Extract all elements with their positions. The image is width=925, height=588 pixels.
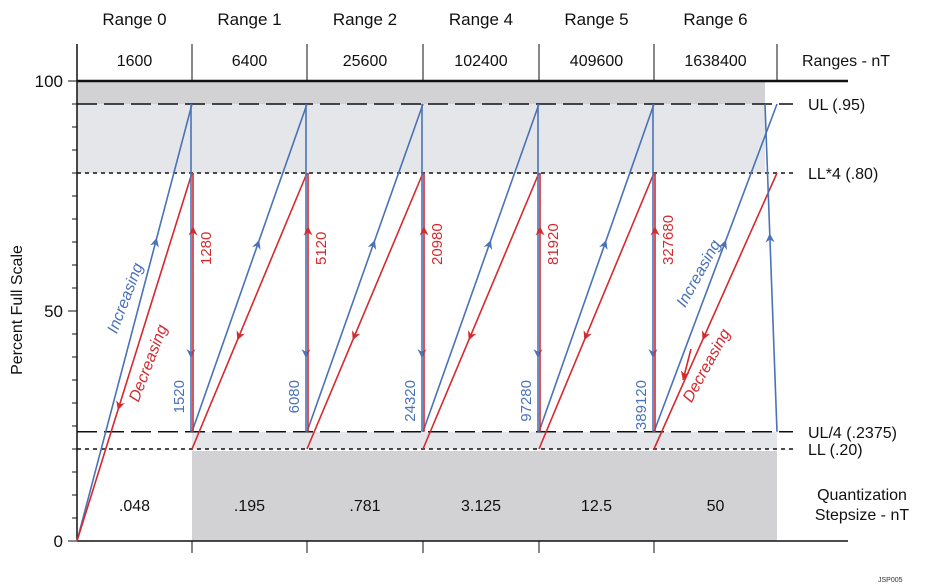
decreasing-trace-range-3 [422,172,540,450]
switch-up-value: 81920 [545,223,562,265]
increasing-trace-range-5 [653,103,778,433]
range-name: Range 1 [217,10,281,29]
increasing-arrow-range-4 [599,239,608,250]
stepsize-value: 3.125 [461,498,501,515]
range-header: Range 0 1600 Range 1 6400 Range 2 25600 Range … [77,10,890,83]
switch-down-value: 24320 [402,380,419,422]
stepsize-value: 50 [707,498,725,515]
shaded-bands [77,81,777,541]
threshold-label-ul4: UL/4 (.2375) [808,425,897,442]
top-dark-band [77,81,765,104]
decreasing-trace-range-2 [306,172,424,450]
range-full-scale: 6400 [232,53,268,70]
range-full-scale: 409600 [570,53,623,70]
range-full-scale: 25600 [343,53,388,70]
range-full-scale: 1600 [117,53,153,70]
switch-down-value: 389120 [633,380,650,430]
bottom-dark-band [192,451,777,541]
stepsize-value: .195 [234,498,265,515]
switch-down-value: 97280 [518,380,535,422]
lower-light-band [192,431,777,449]
increasing-trace-range-4 [538,103,655,433]
increasing-trace-range-1 [191,103,308,433]
y-tick-label: 100 [35,72,63,91]
increasing-arrow-range-2 [367,239,377,250]
increasing-trace-range-3 [422,103,540,433]
y-axis-title: Percent Full Scale [9,245,26,375]
decreasing-arrow-range-0 [116,400,125,411]
decreasing-arrow-range-2 [352,330,361,341]
threshold-label-ul: UL (.95) [808,97,865,114]
switch-down-value: 1520 [171,380,188,413]
range-name: Range 5 [564,10,628,29]
decreasing-arrow-range-4 [583,330,592,341]
switch-down-value: 6080 [286,380,303,413]
threshold-label-ll4: LL*4 (.80) [808,166,878,183]
switch-up-value: 327680 [660,215,677,265]
stepsize-value: .048 [119,498,150,515]
decreasing-trace-range-5 [653,172,778,450]
range-name: Range 4 [449,10,513,29]
decreasing-trace-range-4 [538,172,655,450]
increasing-label-right: Increasing [674,237,725,310]
decreasing-arrow-range-3 [468,330,477,341]
y-tick-label: 50 [44,302,63,321]
range-traces [76,103,778,542]
increasing-trace-range-2 [306,103,424,433]
range-name: Range 0 [102,10,166,29]
threshold-label-ll: LL (.20) [808,442,863,459]
increasing-arrow-range-1 [252,239,261,250]
range-full-scale: 102400 [454,53,507,70]
range-name: Range 2 [333,10,397,29]
increasing-arrow-range-0 [150,237,159,248]
switch-up-value: 5120 [313,232,330,265]
decreasing-arrow-range-1 [236,330,245,341]
value-labels: 1520 1280 6080 5120 24320 20980 97280 81920 3891… [105,215,735,430]
stepsize-row: .048 .195 .781 3.125 12.5 50 Quantization Steps… [119,487,909,524]
decreasing-label-right: Decreasing [680,326,734,405]
increasing-arrow-range-5 [718,239,728,250]
y-axis: 0 50 100 Percent Full Scale [9,44,848,553]
increasing-trace-range-6 [764,103,778,432]
switch-up-value: 1280 [198,232,215,265]
quantization-label-line1: Quantization [817,487,907,504]
increasing-trace-range-0 [76,103,193,542]
increasing-arrow-range-3 [483,239,493,250]
range-name: Range 6 [683,10,747,29]
ranges-header-label: Ranges - nT [802,53,890,70]
decreasing-arrow-range-5 [702,330,711,341]
switch-up-value: 20980 [429,223,446,265]
y-tick-label: 0 [54,532,63,551]
quantization-label-line2: Stepsize - nT [815,507,909,524]
figure-id: JSP005 [878,577,903,584]
stepsize-value: .781 [349,498,380,515]
threshold-lines: UL (.95) LL*4 (.80) UL/4 (.2375)LL (.20) [77,97,897,459]
decreasing-trace-range-0 [76,172,193,542]
range-full-scale: 1638400 [684,53,746,70]
stepsize-value: 12.5 [581,498,612,515]
decreasing-trace-range-1 [191,172,308,450]
upper-light-band [77,104,765,173]
